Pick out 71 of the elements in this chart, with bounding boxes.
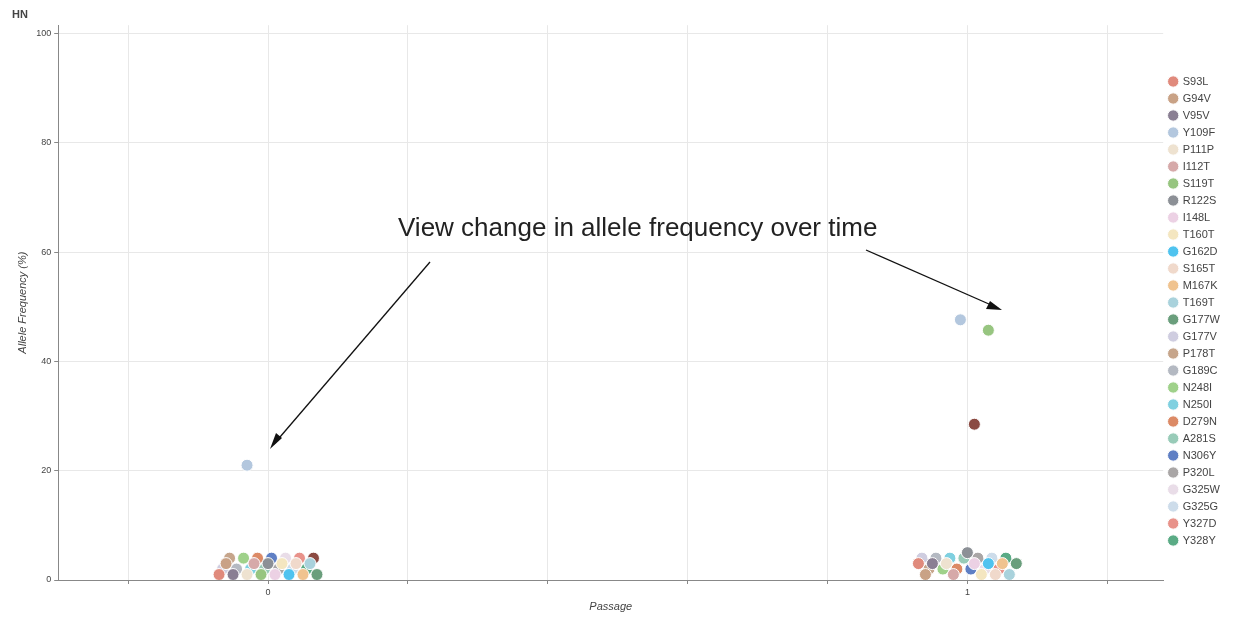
legend-label: P178T bbox=[1182, 346, 1216, 359]
point bbox=[275, 557, 289, 571]
y-tick-label: 80 bbox=[41, 137, 52, 148]
legend-label: A281S bbox=[1182, 431, 1216, 444]
legend-label: Y328Y bbox=[1182, 533, 1217, 546]
legend-label: N250I bbox=[1182, 397, 1213, 410]
legend-label: G189C bbox=[1182, 363, 1218, 376]
point bbox=[247, 557, 261, 571]
annotation: View change in allele frequency over time bbox=[398, 212, 878, 243]
point bbox=[988, 568, 1002, 580]
legend-label: Y327D bbox=[1182, 516, 1217, 529]
point bbox=[1002, 568, 1016, 580]
legend-label: T169T bbox=[1182, 295, 1215, 308]
y-tick-label: 100 bbox=[36, 27, 52, 38]
legend-label: M167K bbox=[1182, 278, 1219, 291]
point bbox=[219, 557, 233, 571]
point bbox=[939, 557, 953, 571]
y-tick-label: 0 bbox=[46, 574, 52, 585]
point bbox=[240, 568, 254, 580]
point bbox=[918, 568, 932, 580]
point bbox=[268, 568, 282, 580]
point bbox=[995, 557, 1009, 571]
y-axis-title: Allele Frequency (%) bbox=[15, 251, 28, 355]
legend-label: D279N bbox=[1182, 414, 1218, 427]
point bbox=[282, 568, 296, 580]
x-tick-label: 1 bbox=[964, 586, 970, 597]
legend-label: G162D bbox=[1182, 244, 1218, 257]
point bbox=[911, 557, 925, 571]
point bbox=[237, 551, 251, 565]
legend-label: G325W bbox=[1182, 482, 1221, 495]
point bbox=[212, 568, 226, 580]
point bbox=[946, 568, 960, 580]
y-tick-label: 20 bbox=[41, 465, 52, 476]
point bbox=[289, 557, 303, 571]
legend-label: T160T bbox=[1182, 227, 1215, 240]
point bbox=[240, 458, 254, 472]
point bbox=[925, 557, 939, 571]
legend-label: G177V bbox=[1182, 329, 1218, 342]
point bbox=[967, 417, 981, 431]
point bbox=[960, 546, 974, 560]
point bbox=[310, 568, 324, 580]
legend-label: S93L bbox=[1182, 74, 1209, 87]
point bbox=[226, 568, 240, 580]
legend-label: G94V bbox=[1182, 91, 1212, 104]
legend-label: G325G bbox=[1182, 499, 1219, 512]
point bbox=[981, 323, 995, 337]
point bbox=[296, 568, 310, 580]
y-tick-label: 60 bbox=[41, 246, 52, 257]
legend-label: G177W bbox=[1182, 312, 1221, 325]
legend-label: S119T bbox=[1182, 176, 1215, 189]
legend-label: P111P bbox=[1182, 142, 1215, 155]
legend-label: I148L bbox=[1182, 210, 1211, 223]
legend-label: I112T bbox=[1182, 159, 1211, 172]
y-tick-label: 40 bbox=[41, 355, 52, 366]
legend-label: S165T bbox=[1182, 261, 1216, 274]
chart-title: HN bbox=[12, 7, 28, 20]
point bbox=[967, 557, 981, 571]
x-axis-title: Passage bbox=[589, 600, 633, 613]
point bbox=[303, 557, 317, 571]
legend-label: Y109F bbox=[1182, 125, 1216, 138]
legend-label: N306Y bbox=[1182, 448, 1218, 461]
legend-label: P320L bbox=[1182, 465, 1215, 478]
legend-label: V95V bbox=[1182, 108, 1211, 121]
point bbox=[974, 568, 988, 580]
point bbox=[254, 568, 268, 580]
point bbox=[1009, 557, 1023, 571]
legend-label: R122S bbox=[1182, 193, 1217, 206]
point bbox=[261, 557, 275, 571]
point bbox=[953, 313, 967, 327]
point bbox=[981, 557, 995, 571]
legend-label: N248I bbox=[1182, 380, 1213, 393]
